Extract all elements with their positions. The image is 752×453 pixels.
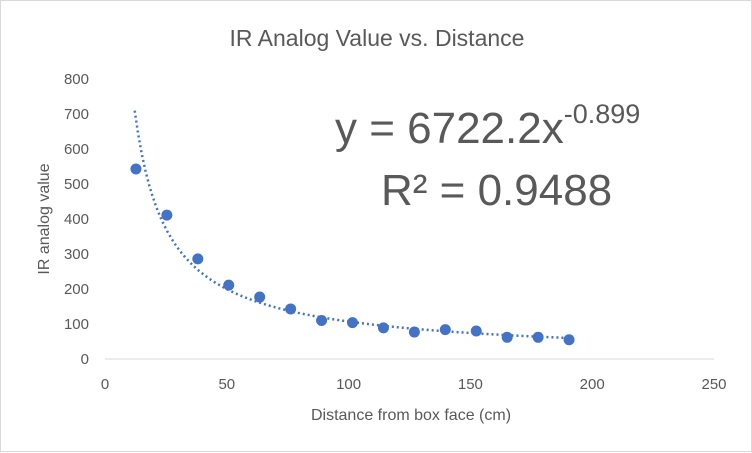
data-point xyxy=(408,326,420,338)
data-point xyxy=(377,322,389,334)
data-point xyxy=(532,331,544,343)
y-tick-label: 0 xyxy=(81,351,89,368)
y-tick-label: 500 xyxy=(64,176,89,193)
data-point xyxy=(254,291,266,303)
y-tick-label: 700 xyxy=(64,106,89,123)
data-point xyxy=(161,209,173,221)
x-axis-title: Distance from box face (cm) xyxy=(311,407,511,424)
y-tick-label: 400 xyxy=(64,211,89,228)
x-tick-label: 150 xyxy=(458,376,483,393)
data-point xyxy=(192,253,204,265)
equation-base: y = 6722.2x xyxy=(335,104,564,153)
y-tick-label: 800 xyxy=(64,71,89,88)
y-axis-title: IR analog value xyxy=(36,163,53,274)
data-points xyxy=(130,163,575,346)
y-tick-label: 100 xyxy=(64,316,89,333)
x-tick-label: 100 xyxy=(336,376,361,393)
y-tick-label: 200 xyxy=(64,281,89,298)
data-point xyxy=(563,334,575,346)
data-point xyxy=(223,279,235,291)
data-point xyxy=(470,325,482,337)
chart-title: IR Analog Value vs. Distance xyxy=(230,25,525,51)
power-trendline xyxy=(133,110,570,340)
y-tick-label: 300 xyxy=(64,246,89,263)
data-point xyxy=(346,317,358,329)
x-tick-label: 200 xyxy=(580,376,605,393)
equation-exponent: -0.899 xyxy=(564,99,641,129)
data-point xyxy=(130,163,142,175)
data-point xyxy=(439,324,451,336)
x-tick-label: 50 xyxy=(218,376,235,393)
x-tick-label: 0 xyxy=(101,376,109,393)
data-point xyxy=(285,303,297,315)
y-tick-label: 600 xyxy=(64,141,89,158)
y-axis-ticks: 0 100 200 300 400 500 600 700 800 xyxy=(64,71,89,368)
data-point xyxy=(316,315,328,326)
data-point xyxy=(501,331,513,343)
x-axis-ticks: 0 50 100 150 200 250 xyxy=(101,376,727,393)
trendline-equation: y = 6722.2x-0.899 xyxy=(335,99,640,153)
x-tick-label: 250 xyxy=(701,376,726,393)
r-squared-label: R² = 0.9488 xyxy=(381,166,612,215)
